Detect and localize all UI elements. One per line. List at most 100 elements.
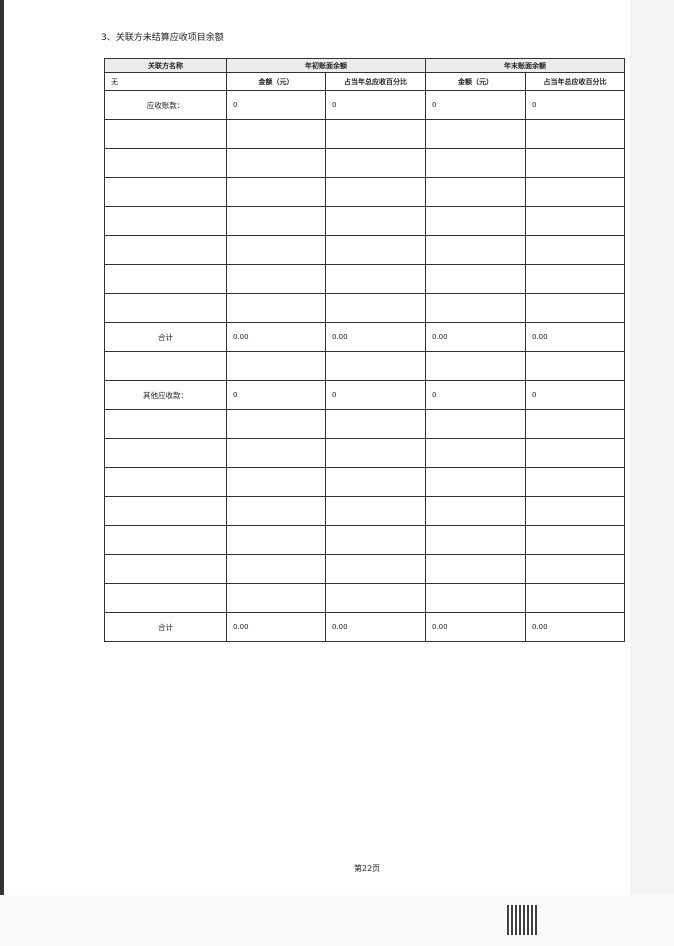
row-label: 应收账款： — [104, 90, 227, 120]
cell-value — [525, 438, 625, 468]
cell-value: 0.00 — [226, 612, 326, 642]
cell-value — [425, 409, 526, 439]
row-label: 合计 — [104, 322, 227, 352]
cell-value — [325, 525, 426, 555]
row-label — [104, 554, 227, 584]
cell-value — [525, 206, 625, 236]
table-row — [104, 351, 625, 381]
cell-value — [325, 264, 426, 294]
cell-value — [325, 409, 426, 439]
table-row — [104, 235, 625, 265]
cell-value: 0 — [226, 380, 326, 410]
scan-edge — [0, 0, 4, 946]
cell-value — [425, 119, 526, 149]
row-label: 其他应收款： — [104, 380, 227, 410]
cell-value — [425, 496, 526, 526]
cell-value — [325, 177, 426, 207]
table-row — [104, 293, 625, 323]
header-percent: 占当年总应收百分比 — [525, 72, 625, 91]
row-label — [104, 235, 227, 265]
page-number: 第22页 — [354, 864, 381, 873]
cell-value — [425, 525, 526, 555]
table-row — [104, 409, 625, 439]
cell-value — [525, 119, 625, 149]
cell-value — [325, 438, 426, 468]
table-row — [104, 148, 625, 178]
cell-value — [525, 293, 625, 323]
cell-value — [425, 148, 526, 178]
cell-value — [525, 148, 625, 178]
cell-value — [525, 554, 625, 584]
cell-value — [425, 264, 526, 294]
header-row-1: 关联方名称 年初账面余额 年末账面余额 — [104, 58, 625, 73]
qr-code — [507, 905, 537, 935]
cell-value — [325, 119, 426, 149]
scan-margin — [630, 0, 674, 946]
cell-value — [425, 351, 526, 381]
cell-value — [525, 496, 625, 526]
cell-value — [226, 264, 326, 294]
cell-value — [325, 235, 426, 265]
header-amount: 金额（元） — [425, 72, 526, 91]
cell-value — [325, 467, 426, 497]
header-party-name: 关联方名称 — [104, 58, 227, 73]
cell-value — [226, 467, 326, 497]
cell-value — [226, 119, 326, 149]
cell-value: 0.00 — [525, 612, 625, 642]
table-row: 合计 0.00 0.00 0.00 0.00 — [104, 322, 625, 352]
cell-value — [325, 206, 426, 236]
cell-value — [425, 583, 526, 613]
table-row — [104, 554, 625, 584]
cell-value: 0.00 — [325, 612, 426, 642]
cell-value: 0 — [525, 90, 625, 120]
cell-value — [226, 293, 326, 323]
cell-value — [525, 525, 625, 555]
header-amount: 金额（元） — [226, 72, 326, 91]
header-closing-balance: 年末账面余额 — [425, 58, 625, 73]
row-label — [104, 148, 227, 178]
cell-value: 0 — [325, 380, 426, 410]
cell-value — [525, 264, 625, 294]
party-none: 无 — [104, 72, 227, 91]
table-row — [104, 438, 625, 468]
row-label — [104, 467, 227, 497]
cell-value — [226, 438, 326, 468]
cell-value — [325, 351, 426, 381]
row-label: 合计 — [104, 612, 227, 642]
cell-value — [325, 293, 426, 323]
cell-value: 0.00 — [525, 322, 625, 352]
row-label — [104, 438, 227, 468]
cell-value — [525, 583, 625, 613]
row-label — [104, 293, 227, 323]
row-label — [104, 264, 227, 294]
table-row — [104, 525, 625, 555]
cell-value: 0 — [425, 380, 526, 410]
cell-value — [425, 177, 526, 207]
cell-value — [325, 583, 426, 613]
table-row: 合计 0.00 0.00 0.00 0.00 — [104, 612, 625, 642]
table-row — [104, 496, 625, 526]
cell-value: 0.00 — [425, 322, 526, 352]
table-row — [104, 119, 625, 149]
cell-value — [325, 554, 426, 584]
cell-value: 0.00 — [425, 612, 526, 642]
cell-value: 0 — [325, 90, 426, 120]
table-row: 其他应收款： 0 0 0 0 — [104, 380, 625, 410]
cell-value — [226, 525, 326, 555]
cell-value — [226, 235, 326, 265]
cell-value: 0.00 — [226, 322, 326, 352]
table-row: 应收账款： 0 0 0 0 — [104, 90, 625, 120]
cell-value — [425, 235, 526, 265]
cell-value — [525, 235, 625, 265]
table-row — [104, 206, 625, 236]
cell-value: 0 — [525, 380, 625, 410]
cell-value — [525, 177, 625, 207]
cell-value: 0 — [425, 90, 526, 120]
cell-value — [325, 148, 426, 178]
table-row — [104, 264, 625, 294]
cell-value — [226, 496, 326, 526]
section-title: 3、关联方未结算应收项目余额 — [101, 33, 224, 43]
header-opening-balance: 年初账面余额 — [226, 58, 426, 73]
row-label — [104, 496, 227, 526]
cell-value: 0 — [226, 90, 326, 120]
